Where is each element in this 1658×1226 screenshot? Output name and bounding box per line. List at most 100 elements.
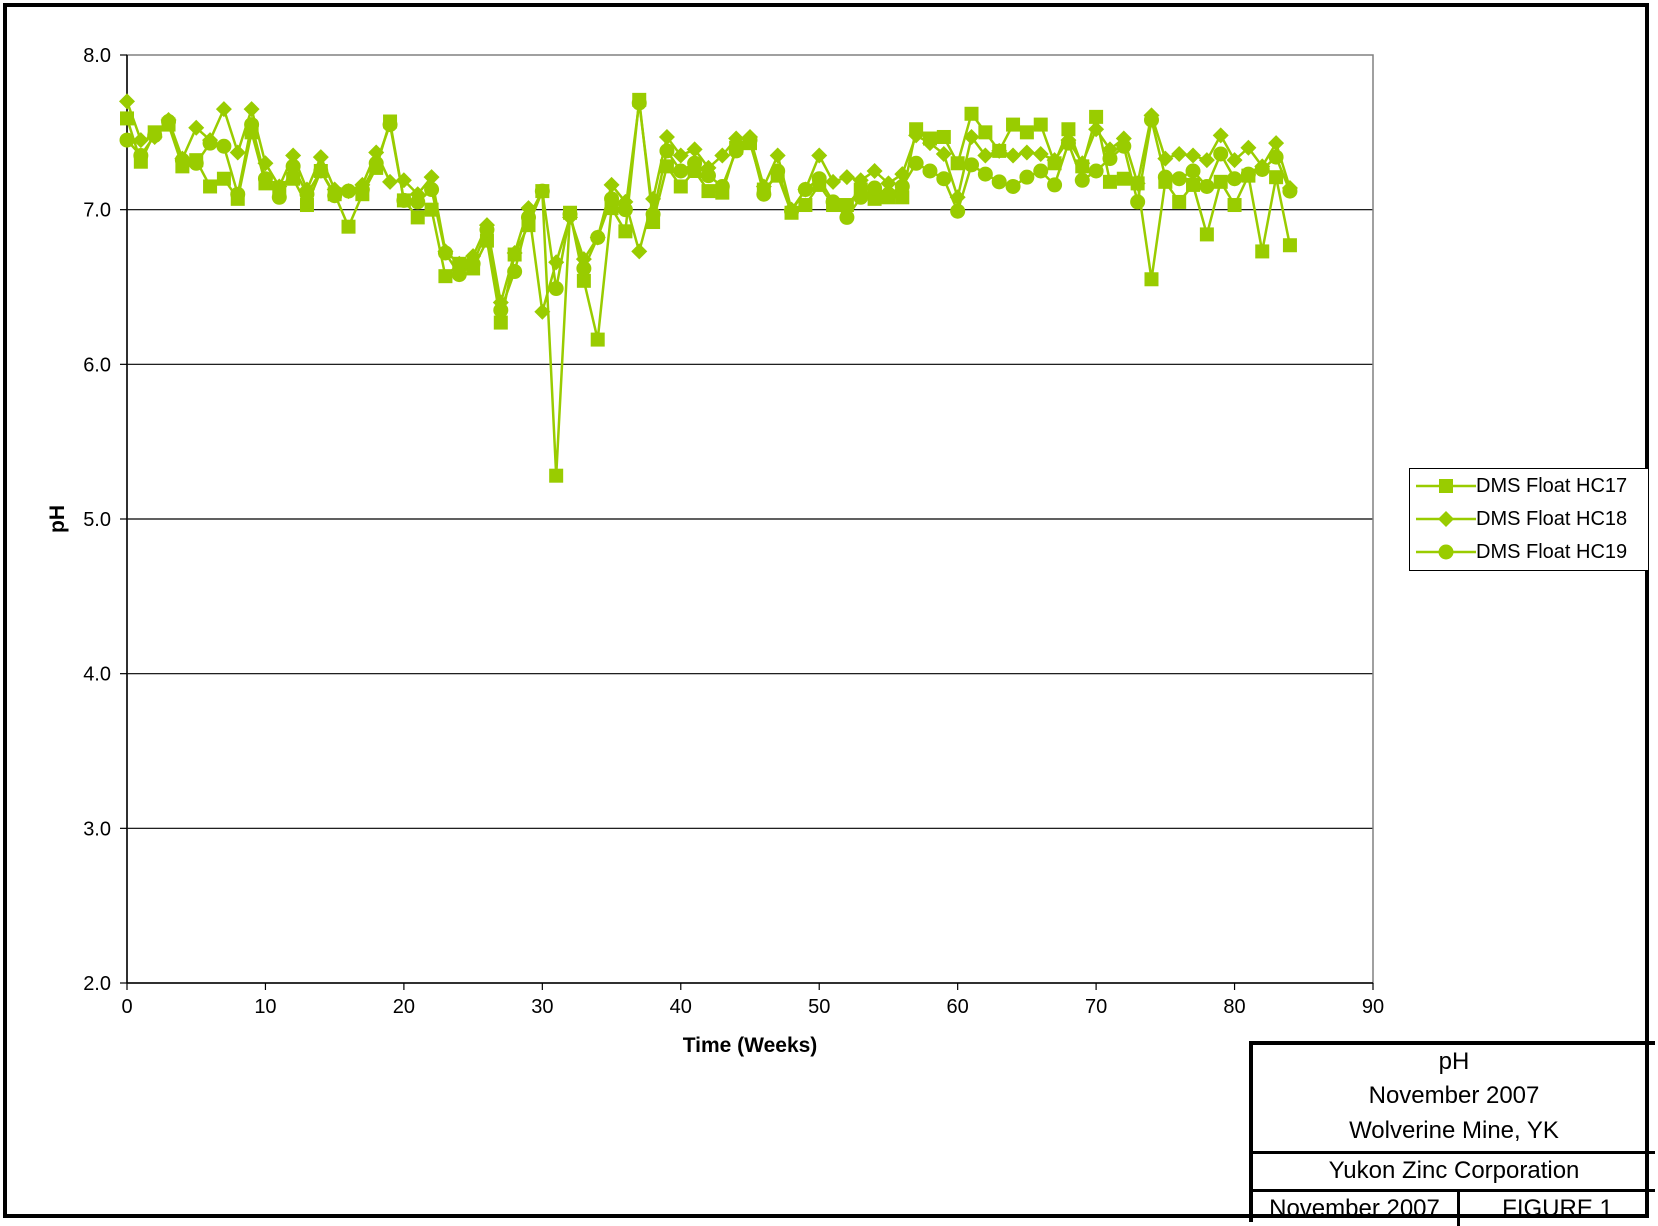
x-tick-label: 80 <box>1223 996 1245 1018</box>
title-block-date: November 2007 <box>1368 1082 1540 1109</box>
data-point-circle <box>548 281 564 297</box>
x-axis-title: Time (Weeks) <box>683 1034 818 1057</box>
y-tick-label: 4.0 <box>83 664 111 686</box>
data-point-circle <box>133 148 149 164</box>
data-point-diamond <box>977 147 994 164</box>
data-point-circle <box>520 209 536 225</box>
legend-item-hc19: DMS Float HC19 <box>1410 537 1650 567</box>
data-point-circle <box>784 203 800 219</box>
data-point-circle <box>1033 163 1049 179</box>
data-point-circle <box>770 163 786 179</box>
data-point-circle <box>174 152 190 168</box>
legend-marker-diamond <box>1416 511 1476 527</box>
data-point-circle <box>825 194 841 210</box>
gridlines <box>127 209 1373 829</box>
x-tick-label: 30 <box>531 996 553 1018</box>
data-point-diamond <box>1005 147 1022 164</box>
data-point-diamond <box>1226 152 1243 169</box>
data-point-square <box>1269 170 1284 185</box>
data-point-circle <box>1227 171 1243 187</box>
data-point-square <box>1282 238 1297 253</box>
data-point-circle <box>257 171 273 187</box>
data-point-circle <box>908 155 924 171</box>
x-tick-label: 40 <box>670 996 692 1018</box>
data-point-circle <box>977 166 993 182</box>
data-point-circle <box>1047 177 1063 193</box>
data-point-diamond <box>838 169 855 186</box>
legend-marker-circle <box>1416 544 1476 560</box>
data-point-circle <box>645 206 661 222</box>
title-block-divider <box>1253 1151 1655 1154</box>
title-block-figure-number: FIGURE 1 <box>1502 1195 1613 1222</box>
data-point-circle <box>1213 146 1229 162</box>
data-point-diamond <box>686 141 703 158</box>
data-point-diamond <box>1212 127 1229 144</box>
data-point-square <box>493 315 508 330</box>
data-point-square <box>341 219 356 234</box>
series-layer <box>119 92 1298 483</box>
y-tick-label: 2.0 <box>83 973 111 995</box>
data-point-circle <box>161 114 177 130</box>
legend-label: DMS Float HC18 <box>1476 508 1628 530</box>
data-point-diamond <box>866 163 883 179</box>
data-point-circle <box>880 186 896 202</box>
data-point-square <box>1089 109 1104 124</box>
data-point-diamond <box>382 173 399 190</box>
x-tick-label: 0 <box>121 996 132 1018</box>
data-point-square <box>673 179 688 194</box>
data-point-diamond <box>603 176 620 193</box>
data-point-circle <box>1005 178 1021 194</box>
data-point-circle <box>894 178 910 194</box>
data-point-circle <box>119 132 135 148</box>
data-point-circle <box>410 194 426 210</box>
data-point-square <box>1033 117 1048 132</box>
data-point-diamond <box>423 169 440 186</box>
title-block-site: Wolverine Mine, YK <box>1349 1117 1559 1144</box>
data-point-circle <box>673 163 689 179</box>
data-point-circle <box>299 186 315 202</box>
data-point-circle <box>507 264 523 280</box>
data-point-diamond <box>1185 147 1202 164</box>
data-point-diamond <box>880 175 897 192</box>
data-point-circle <box>354 182 370 198</box>
data-point-square <box>1172 194 1187 209</box>
data-point-diamond <box>631 243 648 260</box>
data-point-diamond <box>672 147 689 164</box>
y-axis-title: pH <box>46 505 69 533</box>
data-point-diamond <box>1268 135 1285 152</box>
data-point-diamond <box>991 142 1008 159</box>
data-point-square <box>1006 117 1021 132</box>
data-point-square <box>299 198 314 213</box>
data-point-circle <box>271 189 287 205</box>
data-point-square <box>936 129 951 144</box>
data-point-circle <box>1074 172 1090 188</box>
data-point-circle <box>964 157 980 173</box>
y-tick-label: 7.0 <box>83 200 111 222</box>
page-frame <box>3 3 1649 1218</box>
data-point-square <box>410 210 425 225</box>
data-point-diamond <box>714 147 731 164</box>
x-tick-label: 70 <box>1085 996 1107 1018</box>
data-point-circle <box>465 256 481 272</box>
data-point-square <box>590 332 605 347</box>
data-point-circle <box>1116 138 1132 154</box>
y-tick-label: 5.0 <box>83 509 111 531</box>
title-block-company: Yukon Zinc Corporation <box>1328 1157 1580 1184</box>
data-point-diamond <box>825 173 842 190</box>
data-point-circle <box>991 174 1007 190</box>
data-point-circle <box>590 230 606 246</box>
data-point-square <box>1102 174 1117 189</box>
axes: 2.0 3.0 4.0 5.0 6.0 7.0 8.0 0 10 20 30 40 50 60 70 80 90 <box>83 45 1384 1018</box>
title-block-divider <box>1253 1189 1655 1192</box>
data-point-circle <box>534 183 550 199</box>
data-point-circle <box>1088 163 1104 179</box>
data-point-square <box>701 184 716 199</box>
data-point-circle <box>839 209 855 225</box>
data-point-diamond <box>811 147 828 164</box>
title-block: pH November 2007 Wolverine Mine, YK Yuko… <box>1249 1041 1655 1226</box>
title-block-parameter: pH <box>1438 1048 1470 1075</box>
data-point-square <box>867 191 882 206</box>
data-point-circle <box>1143 112 1159 128</box>
data-point-circle <box>1060 135 1076 151</box>
